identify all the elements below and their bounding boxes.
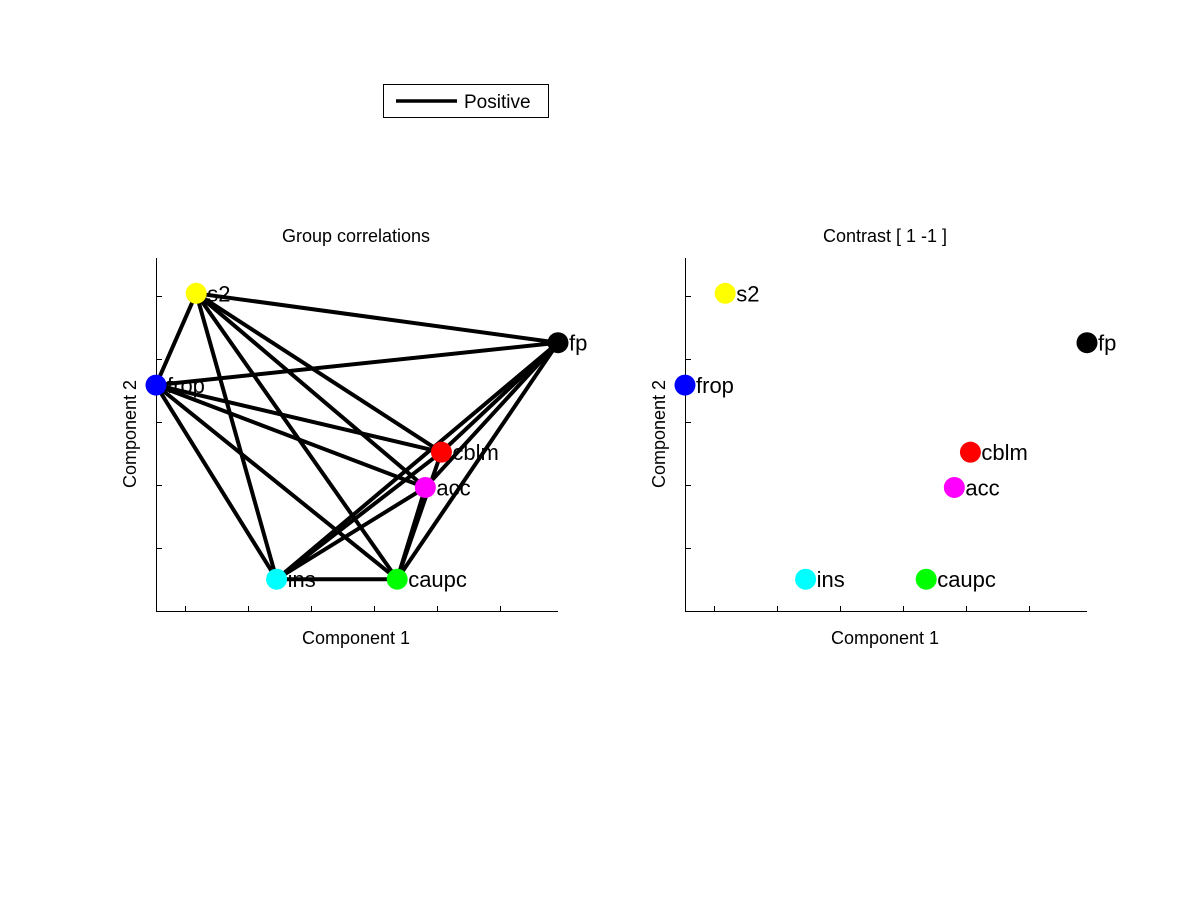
- edge-s2-acc: [194, 291, 428, 490]
- edge-acc-caupc: [395, 485, 428, 582]
- panel-group-correlations: Group correlations Component 1 Component…: [120, 226, 587, 648]
- node-label-fp: fp: [1098, 331, 1116, 356]
- edge-fp-acc: [423, 340, 560, 490]
- node-frop: [145, 374, 167, 396]
- x-axis-label: Component 1: [302, 628, 410, 648]
- node-label-ins: ins: [288, 567, 316, 592]
- node-label-caupc: caupc: [408, 567, 467, 592]
- node-fp: [1076, 332, 1098, 354]
- edge-s2-caupc: [194, 291, 400, 582]
- node-ins: [795, 568, 817, 590]
- node-s2: [714, 282, 736, 304]
- network-nodes: s2 fp frop cblm acc ins caupc: [145, 281, 587, 592]
- node-label-acc: acc: [965, 475, 999, 500]
- node-label-frop: frop: [167, 373, 205, 398]
- edge-frop-fp: [154, 340, 560, 388]
- node-fp: [547, 332, 569, 354]
- edge-frop-ins: [154, 383, 279, 582]
- node-label-ins: ins: [817, 567, 845, 592]
- edge-frop-acc: [154, 383, 428, 490]
- node-label-s2: s2: [736, 281, 759, 306]
- node-acc: [943, 476, 965, 498]
- node-label-cblm: cblm: [452, 440, 498, 465]
- node-s2: [185, 282, 207, 304]
- node-label-s2: s2: [207, 281, 230, 306]
- edge-s2-ins: [194, 291, 279, 582]
- axes: [685, 258, 1087, 612]
- chart-title: Group correlations: [282, 226, 430, 246]
- node-acc: [414, 476, 436, 498]
- edge-cblm-ins: [274, 450, 444, 582]
- edge-s2-cblm: [194, 291, 444, 455]
- node-cblm: [959, 441, 981, 463]
- edge-s2-frop: [154, 291, 199, 388]
- edge-frop-cblm: [154, 383, 444, 455]
- node-label-cblm: cblm: [981, 440, 1027, 465]
- edge-fp-caupc: [395, 340, 560, 582]
- x-axis-label: Component 1: [831, 628, 939, 648]
- chart-title: Contrast [ 1 -1 ]: [823, 226, 947, 246]
- node-frop: [674, 374, 696, 396]
- y-axis-label: Component 2: [120, 380, 140, 488]
- node-caupc: [386, 568, 408, 590]
- y-axis-label: Component 2: [649, 380, 669, 488]
- node-cblm: [430, 441, 452, 463]
- edge-s2-fp: [194, 291, 560, 345]
- edge-acc-ins: [274, 485, 428, 582]
- node-label-frop: frop: [696, 373, 734, 398]
- legend-label-positive: Positive: [464, 92, 531, 113]
- axes: [156, 258, 558, 612]
- node-label-acc: acc: [436, 475, 470, 500]
- node-label-fp: fp: [569, 331, 587, 356]
- edge-frop-caupc: [154, 383, 400, 582]
- edge-fp-ins: [274, 340, 560, 582]
- legend: Positive: [383, 84, 549, 118]
- network-edges: [154, 291, 560, 582]
- panel-contrast: Contrast [ 1 -1 ] Component 1 Component …: [649, 226, 1116, 648]
- node-caupc: [915, 568, 937, 590]
- network-nodes: s2 fp frop cblm acc ins caupc: [674, 281, 1116, 592]
- node-ins: [266, 568, 288, 590]
- node-label-caupc: caupc: [937, 567, 996, 592]
